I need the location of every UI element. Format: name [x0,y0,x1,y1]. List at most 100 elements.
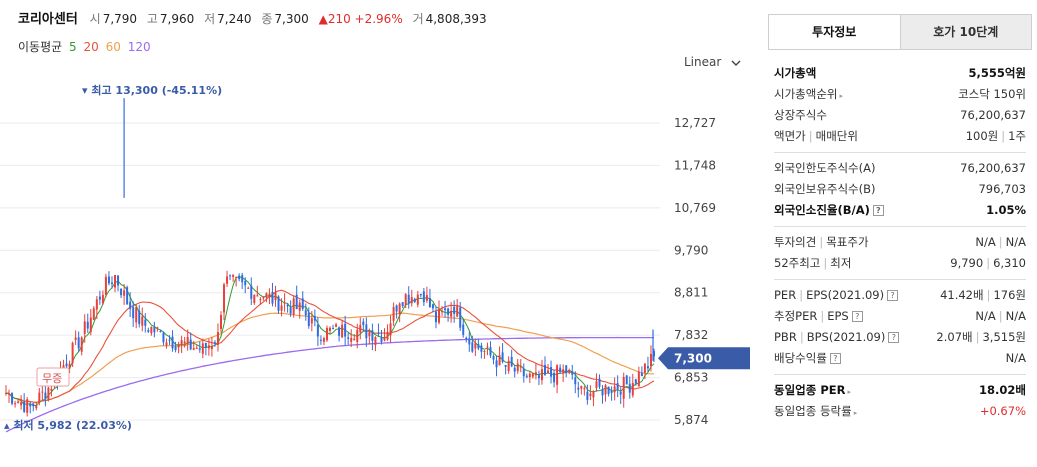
scale-select[interactable]: Linear [684,55,741,69]
info-row: 동일업종 등락률 ▸ +0.67% [774,400,1026,421]
candle-body [298,302,301,311]
candle-body [198,348,201,350]
info-row-label: 배당수익률? [774,350,841,366]
candle-body [253,294,256,304]
event-marker-label: 무증 [42,372,62,385]
candle-body [20,402,23,406]
candle-body [132,306,135,319]
candle-body [65,363,68,367]
caret-right-icon[interactable]: ▸ [853,408,858,417]
candle-body [189,339,192,350]
candle-body [283,302,286,304]
info-row-label: 추정PER | EPS? [774,308,863,324]
candle-body [634,379,637,384]
info-row-value: N/A [1005,350,1026,365]
candle-body [428,298,431,308]
info-tabs: 투자정보 호가 10단계 [768,14,1032,50]
candle-body [459,307,462,328]
candle-body [47,387,50,400]
candle-body [32,403,35,407]
candle-body [204,342,207,348]
candle-body [262,297,265,299]
candle-body [359,324,362,333]
candle-body [325,327,328,341]
candle-body [307,312,310,327]
candle-body [653,351,655,357]
info-row-value: 796,703 [978,181,1026,196]
candle-body [256,295,259,297]
candle-body [50,389,53,391]
candle-body [577,387,580,390]
candle-body [332,327,335,329]
ma-60[interactable]: 60 [105,40,121,54]
help-icon[interactable]: ? [888,331,900,343]
high-annotation: ▾ 최고 13,300 (-45.11%) [82,83,222,97]
candle-body [229,275,232,277]
candle-body [646,366,649,369]
help-icon[interactable]: ? [851,310,863,322]
event-marker-box [36,367,70,387]
candle-body [126,287,129,305]
info-row-label: 투자의견 | 목표주가 [774,234,869,249]
candle-body [144,319,147,326]
ma-20[interactable]: 20 [83,40,99,54]
ma-5[interactable]: 5 [69,40,77,54]
candle-body [525,375,528,377]
candle-body [601,389,604,396]
y-tick-label: 12,727 [674,116,716,130]
candle-body [114,274,117,288]
candle-body [547,370,550,373]
candle-body [607,386,610,395]
candle-body [598,378,601,387]
candle-body [159,331,162,333]
info-row-value: 18.02배 [979,382,1026,397]
candle-body [486,346,489,348]
candle-body [26,399,29,413]
candle-body [68,363,71,368]
price-chart[interactable]: 12,727 11,748 10,769 9,790 8,811 7,832 6,853 5,… [0,70,760,467]
candle-body [507,360,510,372]
candle-body [353,338,356,341]
candle-body [201,343,204,354]
info-row: PBR | BPS(2021.09)? 2.07배 | 3,515원 [774,326,1026,347]
candle-body [553,373,556,383]
caret-right-icon[interactable]: ▸ [847,387,851,396]
low-annotation: ▴ 최저 5,982 (22.03%) [4,418,132,432]
candle-body [356,329,359,342]
candle-body [368,332,371,337]
tab-investment-info[interactable]: 투자정보 [769,15,900,49]
candle-body [413,298,416,302]
candle-body [380,337,383,342]
candle-body [174,346,177,350]
candle-body [456,306,459,317]
candle-body [219,315,222,329]
info-row-value: 41.42배 | 176원 [940,287,1026,302]
caret-right-icon[interactable]: ▸ [839,91,843,100]
candle-body [271,291,274,304]
divider [774,152,1026,153]
ma-120[interactable]: 120 [127,40,151,54]
chevron-down-icon [731,60,741,66]
info-row: 시가총액 5,555억원 [774,62,1026,83]
candle-body [104,276,107,296]
price-change-pct: +2.96% [354,12,403,26]
candle-body [556,365,559,385]
help-icon[interactable]: ? [872,204,884,216]
ma20-line [5,289,655,403]
info-row: 배당수익률? N/A [774,347,1026,368]
high-label: 고 [146,12,158,26]
candle-body [583,388,586,390]
info-row-value: 76,200,637 [960,160,1026,175]
info-row-value: 1.05% [986,202,1026,217]
info-row-value: N/A | N/A [975,234,1026,249]
candle-body [98,296,101,300]
help-icon[interactable]: ? [887,289,899,301]
info-row-value: 76,200,637 [960,107,1026,122]
candle-body [565,365,568,374]
candle-body [316,324,319,337]
y-tick-label: 8,811 [674,286,708,300]
tab-order-book[interactable]: 호가 10단계 [899,15,1031,49]
info-row-label: 52주최고 | 최저 [774,255,852,270]
candle-body [616,383,619,390]
help-icon[interactable]: ? [829,352,841,364]
